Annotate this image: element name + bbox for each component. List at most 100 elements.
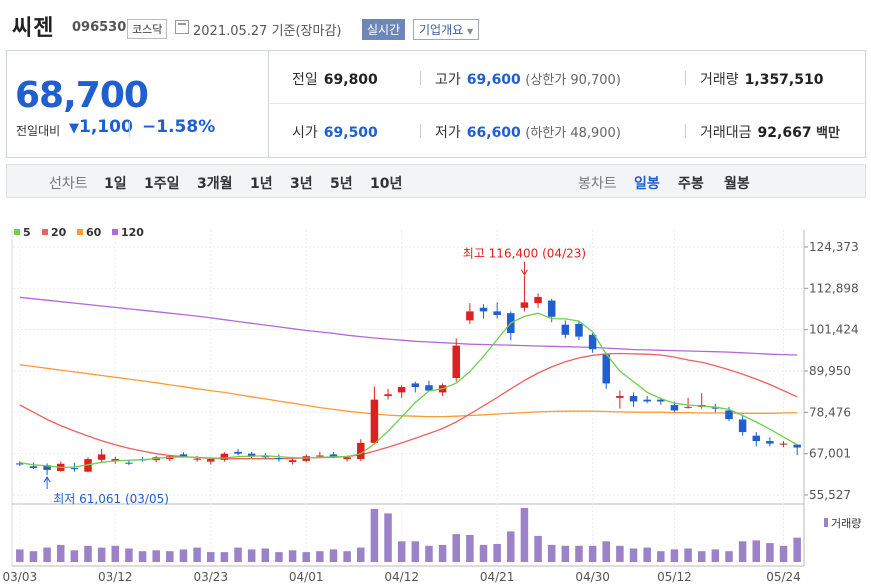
candle-body (752, 435, 761, 442)
x-tick-label: 04/21 (480, 570, 515, 584)
max-arrow-head (520, 269, 528, 276)
volume-bar (752, 540, 761, 562)
candle-body (16, 463, 24, 465)
quote-panel: 68,700 전일대비 ▼1,100 −1.58% 전일 69,800 고가 69,… (6, 50, 866, 158)
candle-body (588, 334, 597, 350)
candle-body (343, 457, 351, 460)
volume-bar (193, 547, 201, 562)
candle-body (452, 345, 460, 379)
volume-bar (220, 552, 229, 562)
x-tick-label: 03/12 (98, 570, 133, 584)
volume-bar (125, 548, 133, 562)
y-tick-label: 67,001 (809, 447, 851, 461)
volume-bar (479, 544, 488, 562)
amount-unit: 백만 (816, 126, 840, 141)
volume-bar (275, 552, 283, 562)
volume-bar (657, 551, 665, 562)
candle-body (602, 354, 611, 384)
down-triangle-icon: ▼ (69, 121, 79, 136)
tab-1y[interactable]: 1년 (250, 176, 273, 192)
candle-body (493, 311, 501, 315)
legend-label: 5 (23, 226, 31, 239)
realtime-button[interactable]: 실시간 (362, 19, 406, 40)
volume-label: 거래량 (700, 72, 739, 88)
volume-label: 거래량 (831, 517, 861, 530)
upper-limit: (상한가 90,700) (525, 73, 621, 88)
amount-label: 거래대금 (700, 125, 752, 141)
candle-body (288, 460, 297, 462)
tab-monthly[interactable]: 월봉 (724, 176, 750, 192)
ma20-line (19, 352, 798, 460)
tab-1d[interactable]: 1일 (104, 176, 127, 192)
candle-body (370, 399, 379, 443)
tab-3m[interactable]: 3개월 (197, 176, 233, 192)
candle-body (70, 468, 79, 470)
high-label: 고가 (435, 72, 461, 88)
x-tick-label: 04/01 (289, 570, 324, 584)
volume-bar (438, 544, 447, 562)
tab-daily[interactable]: 일봉 (634, 176, 660, 192)
candle-body (766, 441, 774, 444)
low-label: 저가 (435, 125, 461, 141)
volume-bar (179, 549, 188, 562)
volume-bar (357, 547, 365, 562)
volume-bar (343, 551, 351, 562)
y-tick-label: 124,373 (809, 240, 859, 254)
current-price: 68,700 (15, 75, 149, 116)
low-value: 66,600 (466, 125, 521, 141)
calendar-icon (175, 20, 189, 34)
volume-bar (70, 550, 79, 562)
open-price: 시가 69,500 (292, 122, 378, 142)
open-value: 69,500 (323, 125, 378, 141)
volume-bar (575, 545, 583, 562)
legend-swatch (77, 229, 83, 235)
tab-10y[interactable]: 10년 (370, 176, 403, 192)
stock-name: 씨젠 (12, 16, 55, 41)
volume-bar (329, 549, 338, 562)
trade-amount: 거래대금 92,667 백만 (700, 122, 840, 142)
volume-bar (520, 508, 529, 562)
volume-bar (793, 537, 801, 562)
volume-bar (247, 549, 256, 562)
y-tick-label: 89,950 (809, 364, 851, 378)
volume-bar (138, 551, 147, 562)
legend-label: 120 (121, 226, 144, 239)
lower-limit: (하한가 48,900) (525, 126, 621, 141)
tab-3y[interactable]: 3년 (290, 176, 313, 192)
candle-body (234, 451, 242, 454)
base-date: 2021.05.27 기준(장마감) (193, 24, 342, 39)
volume-bar (316, 551, 324, 562)
ma60-line (19, 364, 798, 418)
y-tick-label: 112,898 (809, 281, 859, 295)
candle-body (125, 462, 133, 464)
divider (129, 121, 130, 137)
volume-bar (684, 548, 692, 562)
candle-body (329, 454, 338, 457)
candle-body (316, 455, 324, 457)
tab-weekly[interactable]: 주봉 (678, 176, 704, 192)
candle-body (629, 396, 638, 402)
candle-body (425, 385, 433, 391)
candle-body (561, 324, 570, 335)
candle-chart-label: 봉차트 (578, 176, 617, 192)
x-tick-label: 05/12 (657, 570, 692, 584)
volume-bar (697, 551, 706, 562)
current-price-box: 68,700 전일대비 ▼1,100 −1.58% (7, 51, 269, 157)
tab-1w[interactable]: 1주일 (144, 176, 180, 192)
company-overview-dropdown[interactable]: 기업개요 ▼ (413, 19, 480, 40)
candle-body (779, 443, 788, 445)
candle-body (575, 323, 583, 337)
volume-bar (84, 545, 92, 562)
tab-5y[interactable]: 5년 (330, 176, 353, 192)
volume-bar (779, 545, 788, 562)
volume-bar (206, 552, 215, 562)
quote-row-2: 시가 69,500 저가 66,600 (하한가 48,900) 거래대금 92,66… (270, 104, 866, 157)
quote-row-1: 전일 69,800 고가 69,600 (상한가 90,700) 거래량 1,357,… (270, 51, 866, 104)
candle-body (43, 465, 51, 470)
volume-bar (302, 552, 310, 562)
chart-tabs: 선차트 1일 1주일 3개월 1년 3년 5년 10년 봉차트 일봉 주봉 월봉 (6, 164, 866, 198)
legend-swatch (112, 229, 118, 235)
candle-body (247, 453, 256, 457)
x-tick-label: 04/12 (384, 570, 419, 584)
volume-bar (670, 549, 679, 562)
